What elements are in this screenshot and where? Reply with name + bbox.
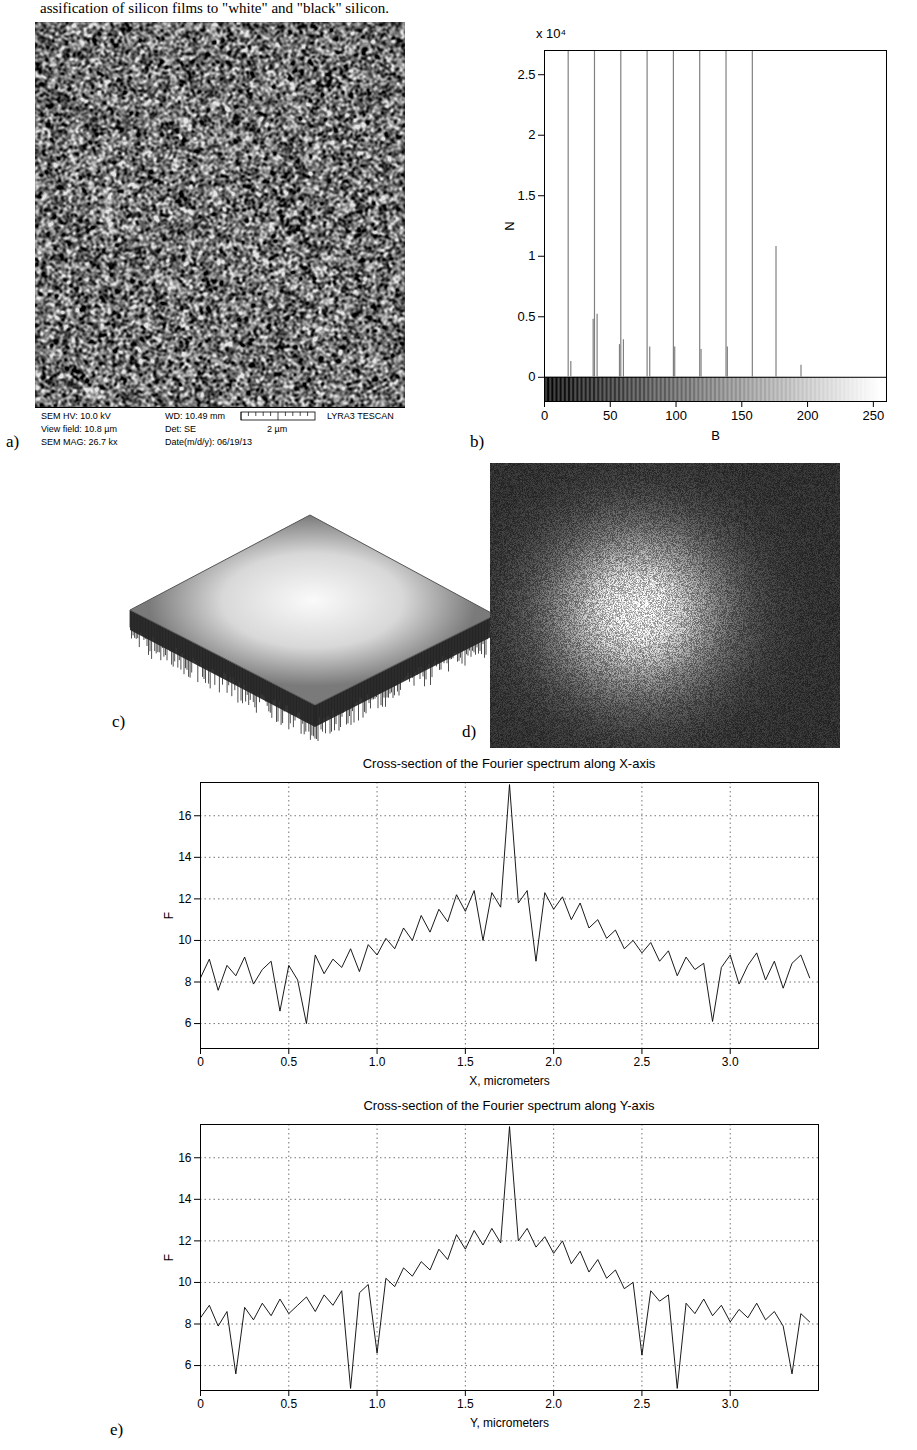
svg-text:200: 200	[797, 408, 819, 423]
html-text:Cross-section of the Fourier s: Cross-section of the Fourier spectrum al…	[362, 756, 656, 771]
svg-text:8: 8	[185, 975, 192, 989]
html-text:x 10⁴: x 10⁴	[536, 26, 567, 41]
html-text:c): c)	[112, 712, 126, 731]
svg-text:1.5: 1.5	[457, 1055, 474, 1069]
html-text:e): e)	[110, 1420, 124, 1439]
svg-text:F: F	[162, 1254, 176, 1261]
svg-text:0: 0	[197, 1397, 204, 1411]
svg-text:250: 250	[862, 408, 884, 423]
svg-text:0.5: 0.5	[517, 309, 535, 324]
svg-text:150: 150	[731, 408, 753, 423]
svg-text:2: 2	[528, 127, 535, 142]
svg-text:10: 10	[178, 933, 192, 947]
svg-text:1.0: 1.0	[369, 1055, 386, 1069]
svg-text:14: 14	[178, 850, 192, 864]
html-text:SEM HV: 10.0 kV: SEM HV: 10.0 kV	[41, 411, 111, 421]
svg-text:12: 12	[178, 892, 192, 906]
svg-text:1: 1	[528, 248, 535, 263]
svg-text:B: B	[711, 428, 720, 443]
svg-text:100: 100	[665, 408, 687, 423]
svg-text:F: F	[162, 912, 176, 919]
html-text:d): d)	[462, 722, 477, 741]
svg-text:6: 6	[185, 1016, 192, 1030]
svg-text:Y, micrometers: Y, micrometers	[470, 1416, 549, 1430]
html-text:a): a)	[6, 432, 20, 451]
html-text:WD: 10.49 mm: WD: 10.49 mm	[165, 411, 225, 421]
html-text:Det: SE: Det: SE	[165, 424, 196, 434]
svg-text:2.5: 2.5	[517, 67, 535, 82]
svg-text:1.5: 1.5	[517, 188, 535, 203]
html-text:2 µm: 2 µm	[267, 424, 288, 434]
html-text:SEM MAG: 26.7 kx: SEM MAG: 26.7 kx	[41, 437, 118, 447]
svg-text:2.0: 2.0	[545, 1397, 562, 1411]
svg-text:8: 8	[185, 1317, 192, 1331]
svg-text:14: 14	[178, 1192, 192, 1206]
svg-text:X, micrometers: X, micrometers	[469, 1074, 550, 1088]
svg-text:16: 16	[178, 1151, 192, 1165]
svg-text:50: 50	[603, 408, 617, 423]
svg-text:2.0: 2.0	[545, 1055, 562, 1069]
html-text:View field: 10.8 µm: View field: 10.8 µm	[41, 424, 118, 434]
html-text:Cross-section of the Fourier s: Cross-section of the Fourier spectrum al…	[363, 1098, 655, 1113]
svg-text:0: 0	[541, 408, 548, 423]
svg-text:0: 0	[197, 1055, 204, 1069]
svg-text:6: 6	[185, 1358, 192, 1372]
svg-text:16: 16	[178, 809, 192, 823]
html-text:LYRA3 TESCAN: LYRA3 TESCAN	[327, 411, 394, 421]
svg-text:12: 12	[178, 1234, 192, 1248]
svg-text:N: N	[502, 221, 517, 230]
svg-text:1.5: 1.5	[457, 1397, 474, 1411]
svg-text:2.5: 2.5	[634, 1397, 651, 1411]
svg-text:2.5: 2.5	[634, 1055, 651, 1069]
svg-text:10: 10	[178, 1275, 192, 1289]
svg-text:0.5: 0.5	[280, 1397, 297, 1411]
html-text:b): b)	[470, 432, 485, 451]
svg-text:3.0: 3.0	[722, 1055, 739, 1069]
svg-text:0.5: 0.5	[280, 1055, 297, 1069]
html-text:assification of silicon films: assification of silicon films to "white"…	[40, 0, 389, 16]
svg-text:0: 0	[528, 369, 535, 384]
svg-text:3.0: 3.0	[722, 1397, 739, 1411]
html-text:Date(m/d/y): 06/19/13: Date(m/d/y): 06/19/13	[165, 437, 252, 447]
svg-text:1.0: 1.0	[369, 1397, 386, 1411]
